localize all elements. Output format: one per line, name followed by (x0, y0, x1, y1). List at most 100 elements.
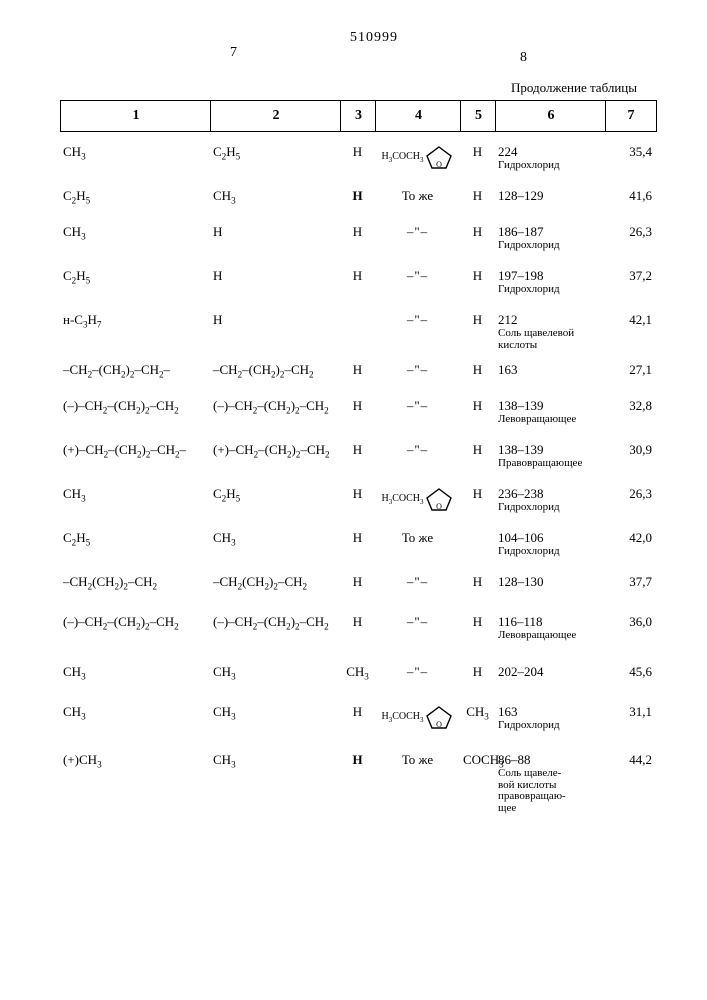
cell-col7: 27,1 (605, 360, 655, 380)
cell-col7: 30,9 (605, 440, 655, 460)
cell-col6: 236–238Гидрохлорид (495, 484, 605, 516)
cell-col4: То же (375, 186, 460, 206)
cell-col2: H (210, 266, 340, 286)
cell-col1: (+)CH3 (60, 750, 210, 772)
cell-col3: H (340, 396, 375, 416)
cell-col3: CH3 (340, 662, 375, 684)
cell-col2: (–)–CH2–(CH2)2–CH2 (210, 396, 340, 418)
cell-col7: 44,2 (605, 750, 655, 770)
table-caption: Продолжение таблицы (60, 80, 637, 96)
cell-col4: –"– (375, 572, 460, 592)
cell-col3: H (340, 186, 375, 206)
table-body: CH3C2H5HH3COCH3 O H224Гидрохлорид35,4C2H… (60, 142, 677, 820)
cell-col1: –CH2–(CH2)2–CH2– (60, 360, 210, 382)
cell-col7: 42,0 (605, 528, 655, 548)
cell-col6: 138–139Правовращающее (495, 440, 605, 472)
cell-col6: 138–139Левовращающее (495, 396, 605, 428)
cell-col5: H (460, 360, 495, 380)
cell-col4: –"– (375, 440, 460, 460)
cell-col2: CH3 (210, 662, 340, 684)
cell-col7: 37,2 (605, 266, 655, 286)
cell-col6: 186–187Гидрохлорид (495, 222, 605, 254)
cell-col6: 128–130 (495, 572, 605, 592)
table-row: (+)CH3CH3HТо жеCOCH386–88Соль щавеле-вой… (60, 750, 677, 820)
cell-col5: H (460, 266, 495, 286)
cell-col3: H (340, 142, 375, 162)
svg-text:O: O (436, 720, 442, 729)
document-id: 510999 (350, 30, 398, 46)
cell-col2: CH3 (210, 186, 340, 208)
cell-col5: H (460, 572, 495, 592)
cell-col7: 42,1 (605, 310, 655, 330)
cell-col2: CH3 (210, 750, 340, 772)
col-header-6: 6 (495, 100, 606, 132)
cell-col5: H (460, 396, 495, 416)
cell-col4: H3COCH3 O (375, 702, 460, 732)
col-header-7: 7 (605, 100, 657, 132)
col-header-2: 2 (210, 100, 341, 132)
cell-col3: H (340, 572, 375, 592)
cell-col5: H (460, 142, 495, 162)
table-row: C2H5CH3HТо жеH128–12941,6 (60, 186, 677, 222)
cell-col7: 45,6 (605, 662, 655, 682)
cell-col4: –"– (375, 360, 460, 380)
cell-col4: H3COCH3 O (375, 484, 460, 514)
cell-col2: –CH2–(CH2)2–CH2 (210, 360, 340, 382)
cell-col6: 163Гидрохлорид (495, 702, 605, 734)
table-row: CH3CH3HH3COCH3 O CH3163Гидрохлорид31,1 (60, 702, 677, 750)
cell-col2: –CH2(CH2)2–CH2 (210, 572, 340, 594)
table-row: (–)–CH2–(CH2)2–CH2(–)–CH2–(CH2)2–CH2H–"–… (60, 396, 677, 440)
cell-col1: CH3 (60, 142, 210, 164)
cell-col5: H (460, 484, 495, 504)
svg-text:O: O (436, 160, 442, 169)
cell-col2: C2H5 (210, 142, 340, 164)
cell-col1: C2H5 (60, 186, 210, 208)
cell-col1: н-C3H7 (60, 310, 210, 332)
cell-col1: CH3 (60, 702, 210, 724)
table-row: –CH2–(CH2)2–CH2––CH2–(CH2)2–CH2H–"–H1632… (60, 360, 677, 396)
table-row: CH3CH3CH3–"–H202–20445,6 (60, 662, 677, 702)
cell-col4: То же (375, 750, 460, 770)
page-header: 7 510999 8 (60, 30, 677, 70)
cell-col4: –"– (375, 266, 460, 286)
cell-col1: CH3 (60, 484, 210, 506)
cell-col2: C2H5 (210, 484, 340, 506)
cell-col4: –"– (375, 396, 460, 416)
cell-col2: CH3 (210, 528, 340, 550)
cell-col5: H (460, 440, 495, 460)
cell-col6: 104–106Гидрохлорид (495, 528, 605, 560)
cell-col2: (+)–CH2–(CH2)2–CH2 (210, 440, 340, 462)
cell-col5: H (460, 310, 495, 330)
svg-text:O: O (436, 502, 442, 511)
cell-col5: H (460, 662, 495, 682)
cell-col1: CH3 (60, 222, 210, 244)
cell-col5: H (460, 222, 495, 242)
cell-col6: 202–204 (495, 662, 605, 682)
cell-col7: 41,6 (605, 186, 655, 206)
cell-col5: H (460, 612, 495, 632)
cell-col3: H (340, 750, 375, 770)
page: 7 510999 8 Продолжение таблицы 1234567 C… (0, 0, 707, 1000)
cell-col1: (–)–CH2–(CH2)2–CH2 (60, 396, 210, 418)
cell-col7: 35,4 (605, 142, 655, 162)
table-row: C2H5HH–"–H197–198Гидрохлорид37,2 (60, 266, 677, 310)
cell-col5: H (460, 186, 495, 206)
cell-col7: 26,3 (605, 222, 655, 242)
cell-col7: 26,3 (605, 484, 655, 504)
cell-col1: CH3 (60, 662, 210, 684)
table-row: –CH2(CH2)2–CH2–CH2(CH2)2–CH2H–"–H128–130… (60, 572, 677, 612)
cell-col7: 37,7 (605, 572, 655, 592)
cell-col5 (460, 528, 495, 532)
cell-col7: 32,8 (605, 396, 655, 416)
table-row: н-C3H7H–"–H212Соль щавелевой кислоты42,1 (60, 310, 677, 360)
col-header-3: 3 (340, 100, 376, 132)
cell-col4: –"– (375, 662, 460, 682)
table-row: CH3HH–"–H186–187Гидрохлорид26,3 (60, 222, 677, 266)
table-row: C2H5CH3HТо же104–106Гидрохлорид42,0 (60, 528, 677, 572)
cell-col6: 116–118Левовращающее (495, 612, 605, 644)
cell-col3: H (340, 360, 375, 380)
cell-col3: H (340, 266, 375, 286)
cell-col3: H (340, 528, 375, 548)
cell-col2: CH3 (210, 702, 340, 724)
cell-col1: (+)–CH2–(CH2)2–CH2– (60, 440, 210, 462)
